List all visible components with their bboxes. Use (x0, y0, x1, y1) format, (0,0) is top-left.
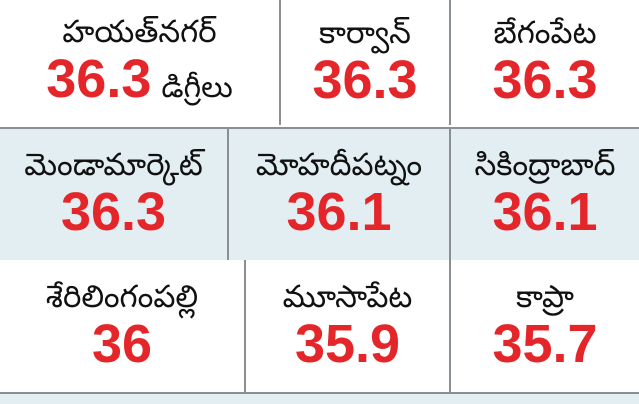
temperature: 36.3 (312, 50, 418, 111)
temperature: 36.3 (60, 182, 167, 243)
location-name: కాప్రా (516, 278, 574, 314)
temperature: 36.3 (492, 50, 598, 111)
temperature: 36 (91, 313, 153, 374)
table-row: మెండామార్కెట్ 36.3 మోహదీపట్నం 36.1 సికిం… (0, 127, 639, 262)
table-row: శేరిలింగంపల్లి 36 మూసాపేట 35.9 కాప్రా 35… (0, 260, 639, 392)
table-cell: హయత్‌నగర్ 36.3 డిగ్రీలు (0, 0, 281, 125)
table-cell: కాప్రా 35.7 (451, 260, 639, 392)
value-line: 36.3 డిగ్రీలు (46, 49, 233, 112)
location-name: శేరిలింగంపల్లి (45, 278, 199, 314)
bottom-strip (0, 392, 639, 404)
table-cell: శేరిలింగంపల్లి 36 (0, 260, 246, 392)
table-cell: కార్వాన్ 36.3 (281, 0, 451, 125)
table-row: హయత్‌నగర్ 36.3 డిగ్రీలు కార్వాన్ 36.3 బే… (0, 0, 639, 125)
temperature: 35.9 (294, 313, 401, 374)
table-cell: మెండామార్కెట్ 36.3 (0, 129, 229, 260)
location-name: కార్వాన్ (319, 15, 411, 51)
temperature: 36.3 (46, 49, 152, 110)
location-name: మూసాపేట (282, 278, 413, 314)
temperature: 36.1 (492, 182, 598, 243)
location-name: మోహదీపట్నం (255, 147, 423, 183)
table-cell: సికింద్రాబాద్ 36.1 (451, 129, 639, 260)
location-name: మెండామార్కెట్ (24, 147, 203, 183)
table-cell: బేగంపేట 36.3 (451, 0, 639, 125)
table-cell: మోహదీపట్నం 36.1 (229, 129, 451, 260)
location-name: బేగంపేట (493, 15, 597, 51)
location-name: సికింద్రాబాద్ (474, 147, 616, 183)
table-cell: మూసాపేట 35.9 (246, 260, 451, 392)
location-name: హయత్‌నగర్ (62, 13, 217, 49)
temperature: 35.7 (492, 313, 598, 374)
unit: డిగ్రీలు (161, 71, 233, 105)
temperature: 36.1 (286, 182, 392, 243)
